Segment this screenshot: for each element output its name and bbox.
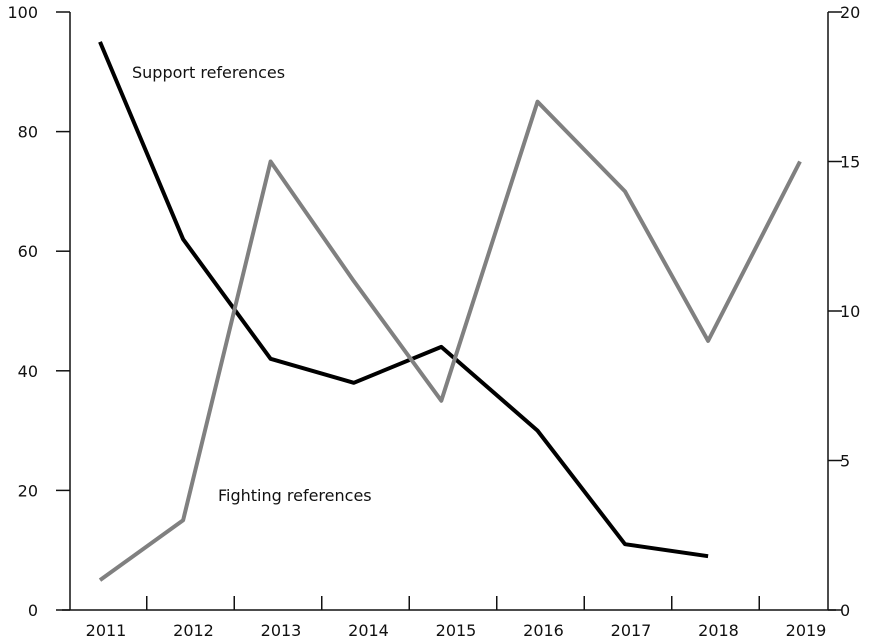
series-line-fighting [98, 99, 802, 582]
left-tick-label: 60 [18, 242, 38, 261]
left-tick-label: 40 [18, 362, 38, 381]
left-tick-label: 20 [18, 481, 38, 500]
x-tick-label: 2014 [348, 621, 389, 640]
right-tick-label: 20 [840, 3, 860, 22]
x-tick-label: 2013 [261, 621, 302, 640]
right-y-axis: 0 5 10 15 20 [827, 3, 860, 620]
x-axis: 2011 2012 2013 2014 2015 2016 2017 2018 2019 [62, 596, 836, 640]
series-line-support [98, 41, 709, 559]
x-tick-label: 2017 [611, 621, 652, 640]
x-tick-label: 2015 [436, 621, 477, 640]
left-tick-label: 0 [28, 601, 38, 620]
left-tick-label: 100 [7, 3, 38, 22]
x-tick-label: 2018 [698, 621, 739, 640]
support-references-label: Support references [132, 63, 285, 82]
left-tick-label: 80 [18, 123, 38, 142]
left-y-axis: 0 20 40 60 80 100 [7, 3, 71, 620]
right-tick-label: 0 [840, 601, 850, 620]
x-tick-label: 2019 [786, 621, 827, 640]
fighting-references-label: Fighting references [218, 486, 372, 505]
series-labels: Support references Fighting references [132, 63, 372, 505]
x-tick-label: 2012 [173, 621, 214, 640]
x-tick-label: 2016 [523, 621, 564, 640]
right-tick-label: 15 [840, 153, 860, 172]
right-tick-label: 5 [840, 452, 850, 471]
x-tick-label: 2011 [86, 621, 127, 640]
series-group [98, 41, 802, 582]
right-tick-label: 10 [840, 302, 860, 321]
